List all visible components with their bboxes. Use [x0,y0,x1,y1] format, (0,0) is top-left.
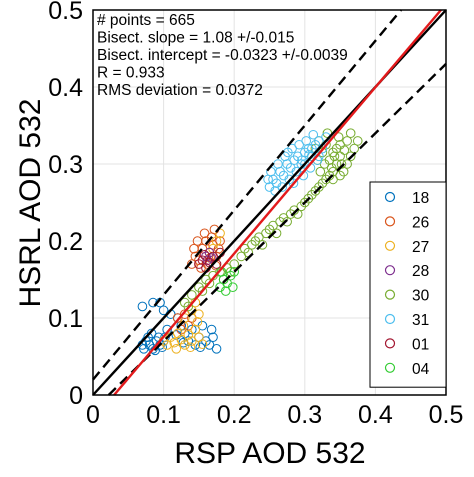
x-tick-labels: 0 0.1 0.2 0.3 0.4 0.5 [86,401,463,429]
y-tick-labels: 0 0.1 0.2 0.3 0.4 0.5 [48,0,83,410]
legend-marker-28 [384,265,396,276]
legend-marker-31 [384,313,396,325]
data-point-30 [352,136,363,146]
reference-line-lower-bound [107,63,447,396]
stat-line: Bisect. slope = 1.08 +/-0.015 [97,30,294,47]
reference-line-upper-bound [92,9,402,381]
data-point-31 [308,129,319,140]
x-tick-label: 0.5 [429,401,464,429]
data-point-27 [197,339,208,349]
y-tick-label: 0 [69,382,83,410]
legend-marker-18 [384,191,396,203]
data-point-27 [194,309,204,319]
data-point-30 [204,278,215,289]
data-point-31 [288,178,299,189]
stat-line: R = 0.933 [97,65,165,82]
data-point-04 [229,267,239,277]
data-point-18 [137,301,148,312]
data-point-26 [215,236,225,246]
data-point-31 [301,136,312,146]
legend-label: 28 [412,263,429,280]
reference-lines [92,9,447,396]
data-point-27 [211,236,222,246]
x-axis-title: RSP AOD 532 [174,437,365,470]
legend-label: 01 [412,336,429,353]
data-point-27 [162,340,172,350]
y-tick-label: 0.4 [48,74,83,102]
data-point-30 [282,216,292,227]
data-point-27 [185,342,196,353]
data-point-30 [257,240,268,250]
y-axis-title: HSRL AOD 532 [14,99,47,308]
data-point-30 [342,136,352,146]
legend-label: 31 [412,312,429,329]
legend-label: 30 [412,288,430,305]
data-point-30 [345,128,356,138]
data-point-01 [199,250,210,260]
data-point-04 [227,282,238,293]
data-point-27 [192,317,203,327]
legend-label: 18 [412,190,429,207]
data-point-30 [336,159,347,169]
reference-line-bisector-fit [113,9,442,396]
legend-marker-27 [384,240,396,251]
legend-label: 26 [412,214,429,231]
data-point-30 [229,259,239,269]
data-point-31 [277,182,288,192]
data-point-18 [206,324,217,335]
data-point-18 [208,332,218,343]
data-point-31 [307,143,317,154]
legend-marker-04 [384,362,396,373]
stat-line: # points = 665 [97,12,195,29]
x-tick-label: 0.2 [217,401,252,429]
y-tick-label: 0.3 [48,151,83,179]
data-point-31 [297,155,307,165]
data-point-01 [197,255,208,266]
data-point-30 [329,151,340,162]
legend: 18 26 27 28 30 31 01 04 [369,181,447,388]
data-point-27 [171,344,182,354]
data-point-18 [139,344,149,354]
data-point-30 [315,166,326,177]
data-point-31 [263,174,273,185]
data-point-27 [176,334,187,345]
legend-label: 27 [412,239,429,256]
legend-marker-26 [384,216,396,227]
data-point-18 [195,342,206,353]
data-point-30 [187,290,197,300]
data-point-30 [339,145,350,155]
y-tick-label: 0.2 [48,228,83,256]
stat-line: RMS deviation = 0.0372 [97,82,263,99]
data-point-26 [192,236,203,246]
y-tick-label: 0.5 [48,0,83,25]
data-point-30 [183,301,194,312]
data-point-26 [189,243,199,254]
grid-lines [92,9,447,396]
legend-marker-01 [384,338,396,349]
stat-line: Bisect. intercept = -0.0323 +/-0.0039 [97,47,348,64]
x-tick-label: 0.4 [358,401,393,429]
legend-marker-30 [384,289,396,300]
x-tick-label: 0 [86,401,100,429]
x-tick-label: 0.1 [146,401,181,429]
data-point-30 [335,170,345,181]
data-point-18 [211,344,222,354]
data-point-30 [345,151,356,162]
legend-label: 04 [412,361,430,378]
legend-box [369,181,447,388]
x-tick-label: 0.3 [287,401,322,429]
y-tick-label: 0.1 [48,305,83,333]
data-point-30 [197,286,208,296]
